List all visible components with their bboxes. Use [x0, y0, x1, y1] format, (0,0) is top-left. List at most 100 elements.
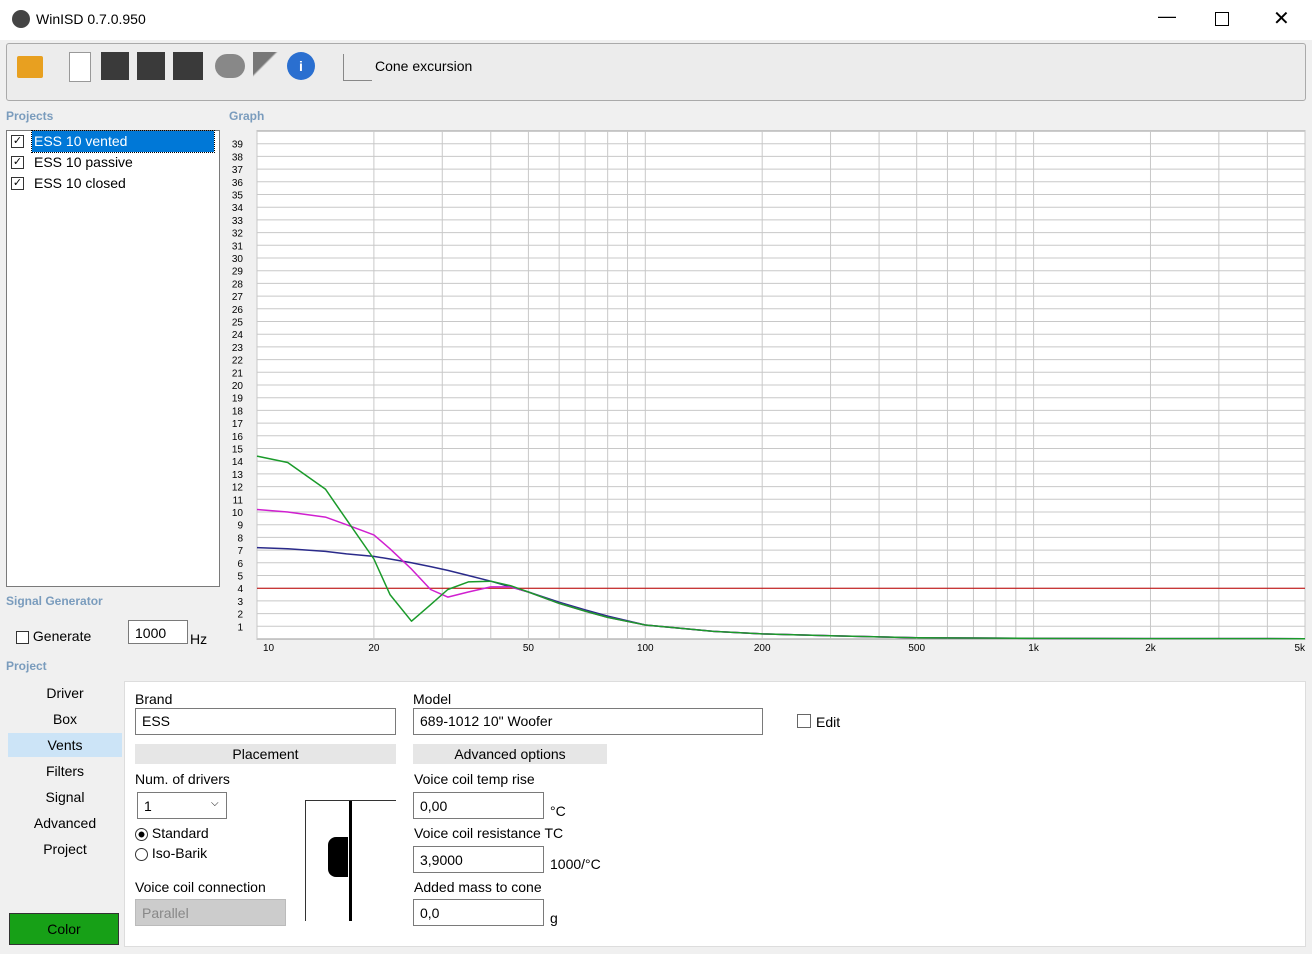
close-button[interactable]: ✕	[1273, 8, 1290, 30]
x-tick-label: 5k	[1294, 643, 1306, 654]
frequency-input[interactable]: 1000	[128, 620, 188, 644]
graph-label: Graph	[229, 109, 265, 123]
edit-icon	[797, 714, 811, 728]
generate-checkbox[interactable]	[16, 630, 29, 644]
project-tab[interactable]: Advanced	[33, 815, 97, 831]
y-tick-label: 7	[237, 546, 243, 557]
y-tick-label: 9	[237, 521, 243, 532]
y-tick-label: 35	[232, 191, 244, 202]
y-tick-label: 19	[232, 394, 244, 405]
y-tick-label: 29	[232, 267, 244, 278]
standard-radio[interactable]: Standard	[135, 825, 209, 841]
chart: 1234567891011121314151617181920212223242…	[232, 130, 1306, 654]
project-tab[interactable]: Vents	[8, 733, 122, 757]
window-title: WinISD 0.7.0.950	[36, 11, 146, 27]
temp-rise-input[interactable]: 0,00	[413, 792, 544, 819]
save-as-button[interactable]	[137, 52, 165, 80]
minimize-button[interactable]: —	[1158, 6, 1176, 26]
y-tick-label: 25	[232, 318, 244, 329]
standard-label: Standard	[151, 825, 209, 841]
project-item[interactable]: ✓ ESS 10 vented	[7, 130, 219, 153]
num-drivers-select[interactable]: 1	[137, 792, 227, 819]
x-tick-label: 20	[368, 643, 380, 654]
project-checkbox[interactable]: ✓	[11, 135, 24, 148]
radio-dot	[135, 847, 148, 861]
resistance-tc-label: Voice coil resistance TC	[414, 825, 564, 841]
project-items: ✓ ESS 10 vented ✓ ESS 10 passive ✓ ESS 10 clo…	[7, 130, 219, 194]
project-name: ESS 10 passive	[34, 154, 133, 170]
maximize-button[interactable]	[1215, 12, 1229, 26]
y-tick-label: 38	[232, 152, 244, 163]
added-mass-input[interactable]: 0,0	[413, 899, 544, 926]
y-tick-label: 36	[232, 178, 244, 189]
vc-connection-select[interactable]: Parallel	[135, 899, 286, 926]
y-tick-label: 18	[232, 406, 244, 417]
y-tick-label: 22	[232, 356, 244, 367]
resistance-tc-unit: 1000/°C	[550, 856, 601, 872]
y-tick-label: 8	[237, 533, 243, 544]
y-tick-label: 23	[232, 343, 244, 354]
x-tick-label: 500	[908, 643, 925, 654]
radio-dot	[135, 827, 148, 841]
y-tick-label: 11	[233, 495, 244, 506]
open-button[interactable]	[17, 56, 43, 78]
y-tick-label: 14	[232, 457, 244, 468]
generate-row: Generate	[16, 628, 91, 644]
y-tick-label: 13	[232, 470, 244, 481]
y-tick-label: 39	[232, 140, 244, 151]
tools-button[interactable]	[253, 52, 281, 80]
iso-barik-radio[interactable]: Iso-Barik	[135, 845, 207, 861]
y-tick-label: 15	[232, 445, 244, 456]
curve	[256, 455, 1306, 640]
added-mass-label: Added mass to cone	[414, 879, 542, 895]
edit-button[interactable]: Edit	[816, 714, 841, 730]
x-tick-label: 100	[637, 643, 654, 654]
new-button[interactable]	[69, 52, 91, 82]
project-tab[interactable]: Project	[43, 841, 87, 857]
project-tab[interactable]: Signal	[45, 789, 85, 805]
toolbar: i Cone excursion	[6, 43, 1306, 101]
y-tick-label: 24	[232, 330, 244, 341]
dropdown-arrow: ⌵	[211, 798, 219, 809]
resistance-tc-input[interactable]: 3,9000	[413, 846, 544, 873]
model-input[interactable]: 689-1012 10" Woofer	[413, 708, 763, 735]
project-item[interactable]: ✓ ESS 10 closed	[7, 173, 219, 194]
brand-label: Brand	[135, 691, 173, 707]
x-tick-label: 10	[263, 643, 275, 654]
y-tick-label: 26	[232, 305, 244, 316]
iso-barik-label: Iso-Barik	[151, 845, 208, 861]
cone-icon	[343, 54, 372, 81]
y-tick-label: 2	[237, 610, 243, 621]
project-checkbox[interactable]: ✓	[11, 156, 24, 169]
driver-button[interactable]	[215, 54, 245, 78]
y-tick-label: 33	[232, 216, 244, 227]
project-tab[interactable]: Driver	[46, 685, 84, 701]
y-tick-label: 16	[232, 432, 244, 443]
y-tick-label: 28	[232, 279, 244, 290]
temp-rise-unit: °C	[550, 803, 566, 819]
project-list: ✓ ESS 10 vented ✓ ESS 10 passive ✓ ESS 10 clo…	[6, 130, 220, 587]
y-tick-label: 17	[232, 419, 244, 430]
app-icon	[12, 10, 30, 28]
generate-label: Generate	[32, 628, 92, 644]
project-tab[interactable]: Box	[52, 711, 78, 727]
project-checkbox[interactable]: ✓	[11, 177, 24, 190]
color-button[interactable]: Color	[9, 913, 119, 945]
y-tick-label: 34	[232, 203, 244, 214]
save-all-button[interactable]	[173, 52, 203, 80]
project-label: Project	[6, 659, 47, 673]
project-name: ESS 10 vented	[31, 130, 215, 153]
project-tab[interactable]: Filters	[45, 763, 85, 779]
frequency-unit: Hz	[190, 631, 208, 647]
cone-excursion-button[interactable]: Cone excursion	[375, 58, 473, 74]
y-tick-label: 37	[232, 165, 244, 176]
project-item[interactable]: ✓ ESS 10 passive	[7, 152, 219, 173]
save-button[interactable]	[101, 52, 129, 80]
y-tick-label: 20	[232, 381, 244, 392]
x-tick-label: 2k	[1145, 643, 1157, 654]
temp-rise-label: Voice coil temp rise	[414, 771, 535, 787]
brand-input[interactable]: ESS	[135, 708, 396, 735]
info-button[interactable]: i	[287, 52, 315, 80]
y-tick-label: 12	[232, 483, 244, 494]
